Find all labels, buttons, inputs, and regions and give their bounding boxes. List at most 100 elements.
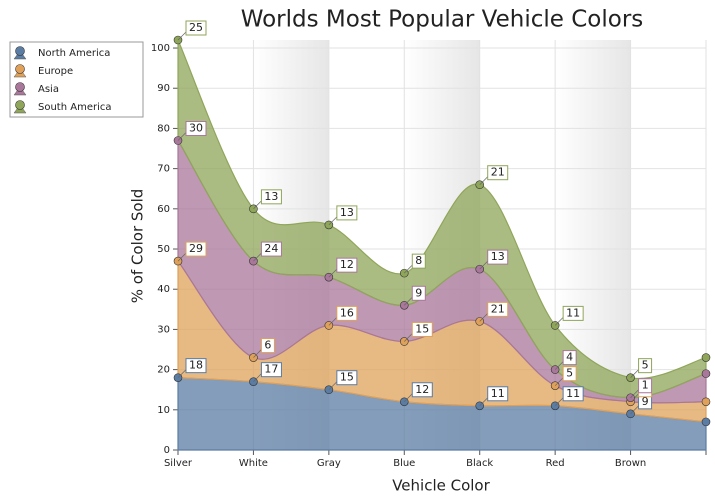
value-label: 15: [415, 322, 429, 335]
label-leader: [404, 264, 413, 274]
y-tick-label: 20: [157, 365, 170, 376]
value-label: 1: [642, 379, 649, 392]
value-label: 11: [566, 387, 580, 400]
value-label-box: [638, 378, 653, 394]
value-label: 21: [491, 302, 505, 315]
legend-label: North America: [38, 48, 110, 59]
value-label-box: [185, 358, 207, 374]
value-label: 29: [189, 242, 203, 255]
value-label-box: [562, 350, 577, 366]
value-label-box: [336, 205, 358, 221]
y-tick-label: 70: [157, 164, 170, 175]
value-label: 5: [642, 359, 649, 372]
value-label-box: [411, 285, 426, 301]
point: [701, 353, 711, 362]
value-label-box: [185, 241, 207, 257]
label-leader: [177, 132, 187, 141]
value-label: 17: [264, 363, 278, 376]
y-tick-label: 0: [164, 445, 170, 456]
value-label: 6: [264, 339, 271, 352]
label-leader: [328, 268, 338, 278]
chart-title: Worlds Most Popular Vehicle Colors: [241, 7, 644, 33]
value-label-box: [411, 253, 426, 269]
legend-marker: [15, 64, 25, 74]
value-label: 4: [566, 351, 573, 364]
value-label: 18: [189, 359, 203, 372]
label-leader: [253, 373, 262, 382]
label-leader: [479, 260, 488, 270]
x-tick-label: Brown: [615, 458, 646, 469]
label-leader: [328, 381, 338, 390]
value-label-box: [336, 305, 358, 321]
value-label-box: [260, 241, 282, 257]
label-leader: [253, 200, 262, 210]
x-tick-label: Black: [466, 458, 493, 469]
x-tick-label: Gray: [317, 458, 341, 469]
value-label-box: [336, 370, 358, 386]
point: [701, 369, 711, 378]
value-label-box: [638, 358, 653, 374]
x-axis-title: Vehicle Color: [392, 477, 490, 495]
label-leader: [253, 349, 262, 358]
value-label: 9: [642, 395, 649, 408]
label-leader: [554, 377, 564, 386]
value-label-box: [487, 386, 509, 402]
y-axis-title: % of Color Sold: [129, 189, 147, 304]
value-label: 13: [264, 190, 278, 203]
value-label-box: [487, 301, 509, 317]
value-label: 13: [340, 206, 354, 219]
legend-label: South America: [38, 102, 112, 113]
value-label: 9: [415, 286, 422, 299]
value-label-box: [411, 382, 433, 398]
value-label: 24: [264, 242, 278, 255]
y-tick-label: 40: [157, 284, 170, 295]
label-leader: [177, 252, 187, 262]
value-label: 13: [491, 250, 505, 263]
label-leader: [177, 369, 187, 378]
label-leader: [328, 216, 338, 226]
value-label-box: [185, 20, 207, 36]
x-tick-label: Blue: [393, 458, 415, 469]
value-label-box: [487, 165, 509, 181]
value-label: 11: [491, 387, 505, 400]
value-label: 16: [340, 306, 354, 319]
y-tick-label: 50: [157, 244, 170, 255]
point: [701, 417, 711, 427]
y-tick-label: 60: [157, 204, 170, 215]
value-label-box: [260, 338, 275, 354]
value-label-box: [562, 366, 577, 382]
point: [701, 397, 711, 407]
value-label: 15: [340, 371, 354, 384]
label-leader: [253, 252, 262, 262]
label-leader: [554, 361, 564, 370]
legend-label: Europe: [38, 66, 73, 77]
label-leader: [630, 389, 639, 398]
legend-marker: [15, 46, 25, 56]
y-tick-label: 10: [157, 405, 170, 416]
y-tick-label: 90: [157, 83, 170, 94]
label-leader: [479, 176, 488, 185]
label-leader: [177, 31, 187, 41]
label-leader: [554, 397, 564, 407]
label-leader: [554, 317, 564, 326]
value-label: 30: [189, 121, 203, 134]
value-label: 25: [189, 21, 203, 34]
value-label: 21: [491, 166, 505, 179]
legend-label: Asia: [38, 84, 59, 95]
value-label: 12: [415, 383, 429, 396]
y-tick-label: 100: [151, 43, 170, 54]
label-leader: [630, 369, 639, 378]
x-tick-label: Silver: [164, 458, 193, 469]
value-label: 11: [566, 306, 580, 319]
label-leader: [630, 405, 639, 415]
label-leader: [479, 397, 488, 407]
value-label-box: [562, 386, 584, 402]
value-label-box: [185, 120, 207, 136]
legend-marker: [15, 100, 25, 110]
x-tick-label: White: [239, 458, 268, 469]
value-label: 8: [415, 254, 422, 267]
label-leader: [404, 333, 413, 342]
legend-box: [9, 41, 144, 118]
value-label-box: [336, 257, 358, 273]
